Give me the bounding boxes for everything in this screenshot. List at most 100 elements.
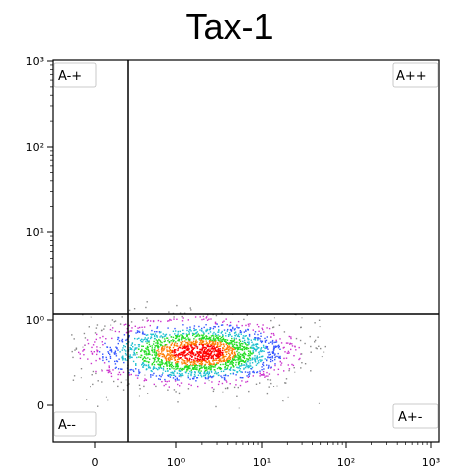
event-dot	[155, 353, 157, 355]
event-dot	[176, 334, 178, 336]
event-dot	[191, 356, 193, 358]
event-dot	[224, 351, 227, 353]
event-dot	[95, 372, 97, 375]
event-dot	[82, 350, 84, 352]
event-dot	[147, 357, 149, 359]
event-dot	[208, 355, 210, 357]
event-dot	[181, 320, 184, 322]
event-dot	[219, 343, 221, 345]
event-dot	[240, 355, 242, 358]
event-dot	[206, 335, 208, 338]
event-dot	[219, 351, 222, 353]
event-dot	[192, 343, 194, 346]
event-dot	[180, 370, 182, 372]
event-dot	[201, 336, 204, 338]
event-dot	[166, 360, 168, 363]
event-dot	[266, 346, 269, 348]
event-dot	[141, 348, 143, 351]
event-dot	[187, 388, 190, 390]
event-dot	[201, 367, 203, 369]
event-dot	[228, 361, 230, 363]
event-dot	[285, 378, 288, 380]
event-dot	[229, 358, 232, 360]
event-dot	[219, 335, 221, 337]
event-dot	[234, 341, 236, 344]
event-dot	[180, 334, 182, 336]
event-dot	[238, 407, 240, 409]
event-dot	[75, 348, 78, 350]
event-dot	[165, 356, 167, 359]
event-dot	[262, 364, 265, 367]
event-dot	[216, 346, 218, 348]
event-dot	[262, 373, 265, 375]
y-tick-label: 10¹	[26, 226, 44, 239]
event-dot	[205, 338, 207, 340]
event-dot	[241, 345, 243, 347]
event-dot	[263, 350, 265, 352]
event-dot	[282, 400, 284, 402]
event-dot	[271, 341, 273, 343]
event-dot	[240, 358, 242, 360]
event-dot	[222, 359, 224, 362]
event-dot	[157, 347, 159, 349]
event-dot	[235, 384, 237, 386]
event-dot	[226, 381, 228, 383]
event-dot	[118, 358, 120, 360]
event-dot	[239, 376, 242, 379]
event-dot	[158, 351, 160, 353]
event-dot	[142, 345, 144, 347]
event-dot	[269, 353, 271, 356]
event-dot	[255, 348, 257, 351]
event-dot	[291, 363, 293, 366]
event-dot	[192, 348, 194, 350]
event-dot	[158, 346, 160, 348]
event-dot	[176, 345, 179, 347]
event-dot	[271, 360, 274, 362]
event-dot	[177, 361, 180, 363]
event-dot	[247, 365, 249, 367]
event-dot	[172, 339, 174, 341]
event-dot	[201, 355, 203, 357]
event-dot	[155, 361, 158, 363]
event-dot	[288, 368, 291, 370]
event-dot	[91, 353, 94, 355]
event-dot	[202, 331, 204, 333]
event-dot	[204, 366, 206, 369]
event-dot	[167, 354, 169, 356]
event-dot	[267, 356, 269, 359]
event-dot	[185, 345, 188, 348]
event-dot	[211, 376, 213, 378]
event-dot	[79, 353, 81, 355]
event-dot	[206, 316, 208, 318]
event-dot	[203, 355, 205, 358]
event-dot	[246, 358, 248, 360]
event-dot	[258, 351, 260, 354]
event-dot	[138, 372, 140, 375]
event-dot	[170, 363, 172, 366]
event-dot	[251, 353, 253, 355]
event-dot	[182, 353, 184, 355]
event-dot	[155, 385, 157, 388]
event-dot	[241, 377, 243, 379]
event-dot	[209, 328, 211, 331]
event-dot	[185, 346, 187, 348]
event-dot	[283, 357, 285, 360]
quadrant-label-text: A++	[396, 69, 427, 84]
event-dot	[178, 370, 180, 372]
event-dot	[237, 353, 239, 355]
event-dot	[262, 361, 265, 364]
event-dot	[210, 370, 213, 372]
event-dot	[162, 350, 164, 352]
event-dot	[222, 391, 224, 393]
event-dot	[142, 358, 144, 361]
event-dot	[318, 402, 320, 404]
event-dot	[169, 361, 171, 363]
event-dot	[160, 341, 162, 343]
event-dot	[310, 370, 312, 372]
event-dot	[243, 355, 245, 357]
event-dot	[287, 350, 290, 353]
event-dot	[130, 321, 133, 323]
event-dot	[252, 329, 254, 331]
event-dot	[158, 374, 161, 377]
event-dot	[153, 383, 155, 386]
